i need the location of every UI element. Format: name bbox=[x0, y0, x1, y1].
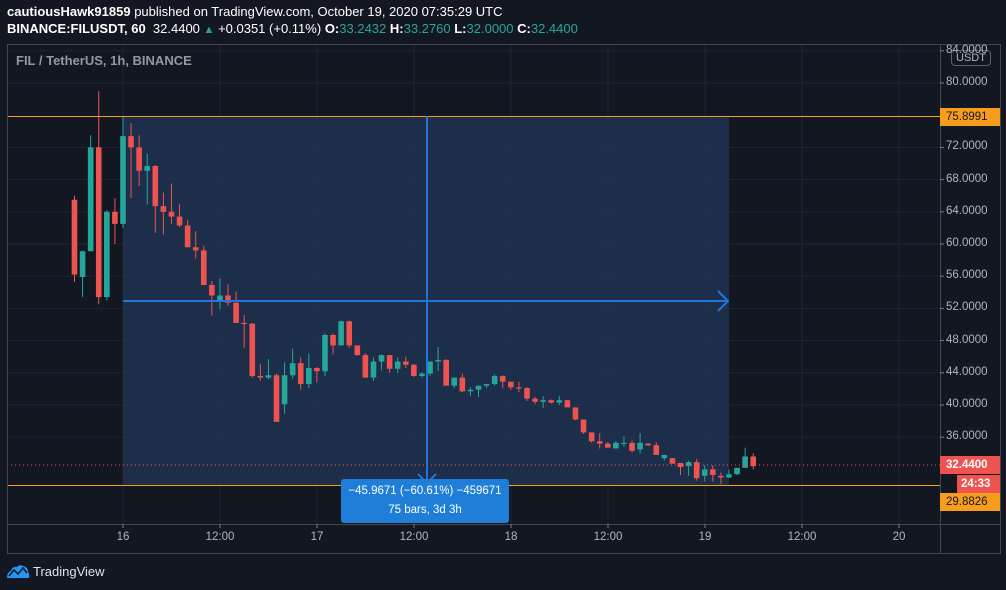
publish-info: cautiousHawk91859 published on TradingVi… bbox=[7, 4, 503, 19]
time-tick-label: 16 bbox=[116, 531, 130, 543]
tradingview-logo[interactable]: TradingView bbox=[6, 563, 105, 579]
open-label: O: bbox=[324, 21, 340, 36]
low-value: 32.0000 bbox=[466, 21, 514, 36]
time-tick-label: 12:00 bbox=[205, 531, 235, 543]
close-value: 32.4400 bbox=[530, 21, 578, 36]
low-label: L: bbox=[454, 21, 467, 36]
time-tick-label: 17 bbox=[310, 531, 324, 543]
upper-level-price-tag: 75.8991 bbox=[940, 108, 1000, 126]
publish-text: published on TradingView.com, October 19… bbox=[130, 4, 503, 19]
price-tick-label: 68.0000 bbox=[946, 172, 988, 185]
price-tick-label: 64.0000 bbox=[946, 204, 988, 217]
symbol-line: BINANCE:FILUSDT, 60 bbox=[7, 21, 146, 36]
time-axis-ticks bbox=[122, 524, 900, 528]
high-value: 33.2760 bbox=[403, 21, 451, 36]
price-tick-label: 44.0000 bbox=[946, 365, 988, 378]
high-label: H: bbox=[389, 21, 404, 36]
bar-countdown-tag: 24:33 bbox=[957, 475, 1000, 493]
price-tick-label: 52.0000 bbox=[946, 301, 988, 314]
price-tick-label: 80.0000 bbox=[946, 76, 988, 88]
price-tick-label: 56.0000 bbox=[946, 269, 988, 282]
time-tick-label: 12:00 bbox=[593, 531, 623, 543]
time-tick-label: 12:00 bbox=[399, 531, 429, 543]
measure-info-label: −45.9671 (−60.61%) −459671 75 bars, 3d 3… bbox=[341, 479, 509, 523]
up-triangle-icon: ▲ bbox=[203, 24, 215, 36]
brand-name: TradingView bbox=[33, 563, 105, 579]
time-tick-label: 19 bbox=[698, 531, 712, 543]
time-tick-label: 18 bbox=[504, 531, 518, 543]
price-tick-label: 40.0000 bbox=[946, 398, 988, 410]
measure-bars-text: 75 bars, 3d 3h bbox=[388, 504, 462, 516]
close-label: C: bbox=[517, 21, 531, 36]
symbol-legend[interactable]: FIL / TetherUS, 1h, BINANCE bbox=[16, 53, 192, 68]
price-tick-label: 60.0000 bbox=[946, 237, 988, 249]
measure-change-text: −45.9671 (−60.61%) −459671 bbox=[348, 485, 502, 497]
current-price-tag: 32.4400 bbox=[940, 456, 1000, 474]
price-change: +0.0351 (+0.11%) bbox=[218, 21, 322, 36]
price-tick-label: 36.0000 bbox=[946, 430, 988, 443]
tradingview-logo-icon bbox=[7, 565, 30, 578]
last-price: 32.4400 bbox=[152, 21, 200, 36]
currency-badge[interactable]: USDT bbox=[951, 50, 991, 66]
publisher-name[interactable]: cautiousHawk91859 bbox=[7, 4, 131, 19]
candles bbox=[71, 91, 757, 484]
measure-right-arrowhead-icon bbox=[717, 290, 730, 312]
price-axis-ticks bbox=[940, 50, 944, 438]
open-value: 33.2432 bbox=[339, 21, 387, 36]
chart-frame bbox=[7, 44, 1001, 554]
ohlc-line: BINANCE:FILUSDT, 60 32.4400 ▲ +0.0351 (+… bbox=[7, 21, 578, 36]
price-tick-label: 72.0000 bbox=[946, 140, 988, 153]
price-tick-label: 48.0000 bbox=[946, 333, 988, 346]
time-tick-label: 20 bbox=[892, 531, 906, 543]
price-tick-label: 84.0000 bbox=[946, 43, 988, 56]
lower-level-price-tag: 29.8826 bbox=[940, 493, 1000, 511]
time-tick-label: 12:00 bbox=[787, 531, 817, 543]
